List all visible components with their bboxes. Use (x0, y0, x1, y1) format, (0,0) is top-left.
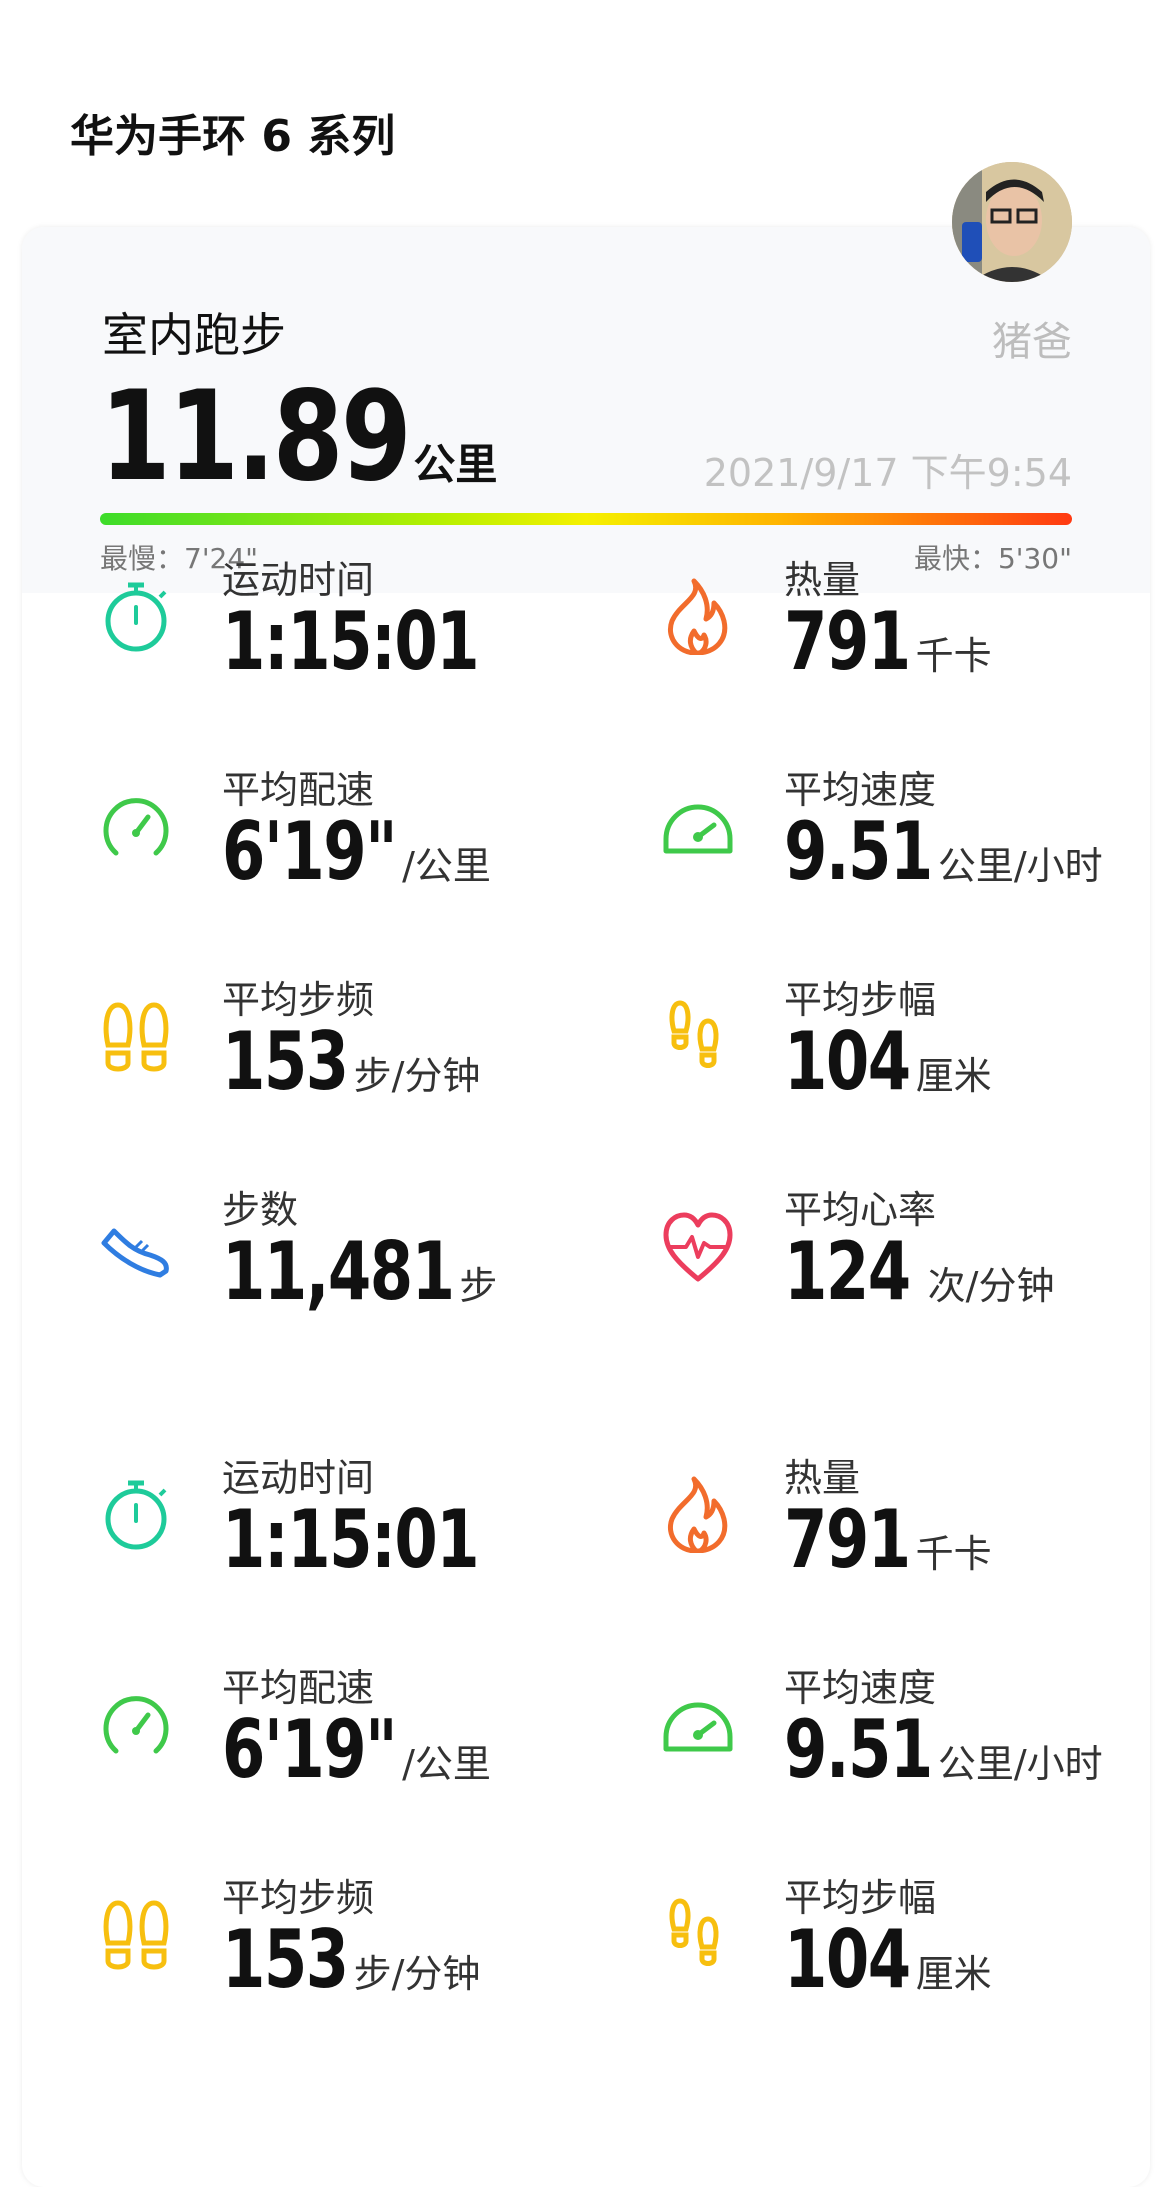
stat-item: 平均步频 153 步/分钟 (100, 969, 620, 1149)
pace-gradient-bar (100, 513, 1072, 525)
stat-item: 热量 791 千卡 (662, 549, 1150, 729)
stat-item: 平均配速 6'19"/公里 (100, 759, 620, 939)
stat-value-group: 9.51 公里/小时 (784, 805, 1103, 898)
stat-item: 运动时间 1:15:01 (100, 1447, 620, 1627)
stat-label: 运动时间 (222, 1456, 375, 1500)
stat-value: 11,481 (222, 1225, 455, 1318)
stat-item: 平均心率 124 次/分钟 (662, 1179, 1150, 1359)
stat-value-group: 153 步/分钟 (222, 1913, 480, 2006)
stat-unit: 千卡 (915, 634, 992, 678)
stat-unit: 厘米 (915, 1952, 992, 1996)
footprints-stride-icon (662, 1895, 734, 1973)
pace-gauge-icon (100, 787, 172, 865)
stat-label: 平均步频 (222, 1876, 375, 1920)
stat-value-group: 791 千卡 (784, 595, 992, 688)
stat-unit: /公里 (402, 844, 491, 888)
stat-value-group: 791 千卡 (784, 1493, 992, 1586)
stat-unit: 千卡 (915, 1532, 992, 1576)
stat-label: 平均心率 (784, 1188, 937, 1232)
stat-value: 9.51 (784, 805, 933, 898)
stat-value-group: 104 厘米 (784, 1015, 992, 1108)
stat-item: 平均配速 6'19"/公里 (100, 1657, 620, 1837)
stat-item: 平均速度 9.51 公里/小时 (662, 1657, 1150, 1837)
pace-gauge-icon (100, 1685, 172, 1763)
stopwatch-icon (100, 1475, 172, 1553)
stat-item: 步数 11,481 步 (100, 1179, 620, 1359)
stat-label: 平均速度 (784, 768, 937, 812)
heart-rate-icon (662, 1207, 734, 1285)
stat-label: 步数 (222, 1188, 299, 1232)
stopwatch-icon (100, 577, 172, 655)
stat-value-group: 9.51 公里/小时 (784, 1703, 1103, 1796)
shoe-icon (100, 1207, 172, 1285)
stat-label: 平均配速 (222, 1666, 375, 1710)
footprints-stride-icon (662, 997, 734, 1075)
summary-section: 室内跑步 猪爸 11.89公里 2021/9/17 下午9:54 最慢：7'24… (22, 227, 1150, 593)
flame-icon (662, 577, 734, 656)
stat-unit: 步/分钟 (353, 1952, 481, 1996)
footprints-icon (100, 1895, 172, 1973)
speedometer-icon (662, 1685, 734, 1763)
stat-label: 平均步频 (222, 978, 375, 1022)
stat-value-group: 124 次/分钟 (784, 1225, 1054, 1318)
stat-value-group: 6'19"/公里 (222, 1703, 491, 1796)
stat-item: 运动时间 1:15:01 (100, 549, 620, 729)
stat-label: 平均步幅 (784, 978, 937, 1022)
stat-value: 1:15:01 (222, 1493, 480, 1586)
speedometer-icon (662, 787, 734, 865)
stat-label: 运动时间 (222, 558, 375, 602)
page-title: 华为手环 6 系列 (70, 111, 396, 162)
avatar-photo-icon (952, 162, 1072, 282)
fastest-pace: 最快：5'30" (913, 542, 1072, 575)
slowest-pace: 最慢：7'24" (100, 542, 259, 575)
stat-value: 6'19" (222, 1703, 398, 1796)
stat-unit: 步/分钟 (353, 1054, 481, 1098)
stat-item: 平均步频 153 步/分钟 (100, 1867, 620, 2047)
stat-unit: 步 (459, 1264, 498, 1308)
sport-type: 室内跑步 (102, 308, 286, 362)
footprints-icon (100, 997, 172, 1075)
stat-value: 104 (784, 1015, 911, 1108)
distance: 11.89公里 (100, 365, 497, 509)
distance-unit: 公里 (413, 440, 498, 489)
stat-unit: 厘米 (915, 1054, 992, 1098)
stat-label: 热量 (784, 1456, 861, 1500)
stat-value: 104 (784, 1913, 911, 2006)
stat-value: 791 (784, 1493, 911, 1586)
stat-unit: 公里/小时 (937, 844, 1103, 888)
flame-icon (662, 1475, 734, 1554)
stat-unit: 公里/小时 (937, 1742, 1103, 1786)
user-name: 猪爸 (992, 319, 1072, 365)
stat-value: 791 (784, 595, 911, 688)
stat-value-group: 153 步/分钟 (222, 1015, 480, 1108)
stat-value: 153 (222, 1015, 349, 1108)
distance-value: 11.89 (100, 365, 412, 509)
stat-label: 平均步幅 (784, 1876, 937, 1920)
stat-item: 热量 791 千卡 (662, 1447, 1150, 1627)
stat-value-group: 104 厘米 (784, 1913, 992, 2006)
workout-card: 室内跑步 猪爸 11.89公里 2021/9/17 下午9:54 最慢：7'24… (22, 227, 1150, 2187)
stat-item: 平均步幅 104 厘米 (662, 1867, 1150, 2047)
stat-value: 6'19" (222, 805, 398, 898)
stat-label: 平均配速 (222, 768, 375, 812)
stat-value-group: 11,481 步 (222, 1225, 497, 1318)
stat-label: 热量 (784, 558, 861, 602)
stat-item: 平均速度 9.51 公里/小时 (662, 759, 1150, 939)
stat-item: 平均步幅 104 厘米 (662, 969, 1150, 1149)
stat-value-group: 1:15:01 (222, 1493, 484, 1586)
stat-label: 平均速度 (784, 1666, 937, 1710)
stat-unit: /公里 (402, 1742, 491, 1786)
avatar[interactable] (952, 162, 1072, 282)
stat-value: 9.51 (784, 1703, 933, 1796)
workout-datetime: 2021/9/17 下午9:54 (703, 451, 1072, 495)
stat-value: 153 (222, 1913, 349, 2006)
stat-value-group: 6'19"/公里 (222, 805, 491, 898)
stat-value-group: 1:15:01 (222, 595, 484, 688)
stat-unit: 次/分钟 (915, 1264, 1055, 1308)
stat-value: 124 (784, 1225, 911, 1318)
stat-value: 1:15:01 (222, 595, 480, 688)
